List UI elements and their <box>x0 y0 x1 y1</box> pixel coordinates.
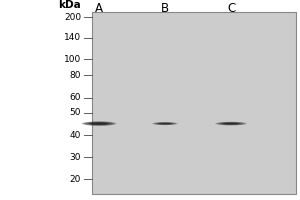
Text: 20: 20 <box>70 174 81 184</box>
Ellipse shape <box>152 122 178 125</box>
Ellipse shape <box>217 122 245 125</box>
Ellipse shape <box>88 122 110 125</box>
Ellipse shape <box>82 121 116 126</box>
Ellipse shape <box>215 122 247 125</box>
Text: 100: 100 <box>64 54 81 64</box>
Ellipse shape <box>92 123 106 124</box>
Text: C: C <box>227 2 235 16</box>
Text: 30: 30 <box>70 152 81 162</box>
Ellipse shape <box>154 122 176 125</box>
Text: 50: 50 <box>70 108 81 117</box>
Ellipse shape <box>225 123 237 124</box>
Bar <box>92 12 296 194</box>
Ellipse shape <box>158 123 172 124</box>
Ellipse shape <box>155 122 175 125</box>
Text: B: B <box>161 2 169 16</box>
Text: A: A <box>95 2 103 16</box>
Ellipse shape <box>221 122 241 125</box>
Text: kDa: kDa <box>58 0 81 10</box>
Text: 200: 200 <box>64 12 81 21</box>
Ellipse shape <box>160 123 170 124</box>
Text: 60: 60 <box>70 94 81 102</box>
Text: 140: 140 <box>64 33 81 43</box>
Ellipse shape <box>223 123 239 125</box>
Text: 80: 80 <box>70 71 81 79</box>
Ellipse shape <box>157 123 173 125</box>
Ellipse shape <box>158 123 172 124</box>
Ellipse shape <box>219 122 243 125</box>
Text: 40: 40 <box>70 130 81 140</box>
Ellipse shape <box>222 123 240 124</box>
Ellipse shape <box>84 122 114 126</box>
Ellipse shape <box>89 123 109 125</box>
Ellipse shape <box>90 122 108 125</box>
Ellipse shape <box>86 122 112 125</box>
